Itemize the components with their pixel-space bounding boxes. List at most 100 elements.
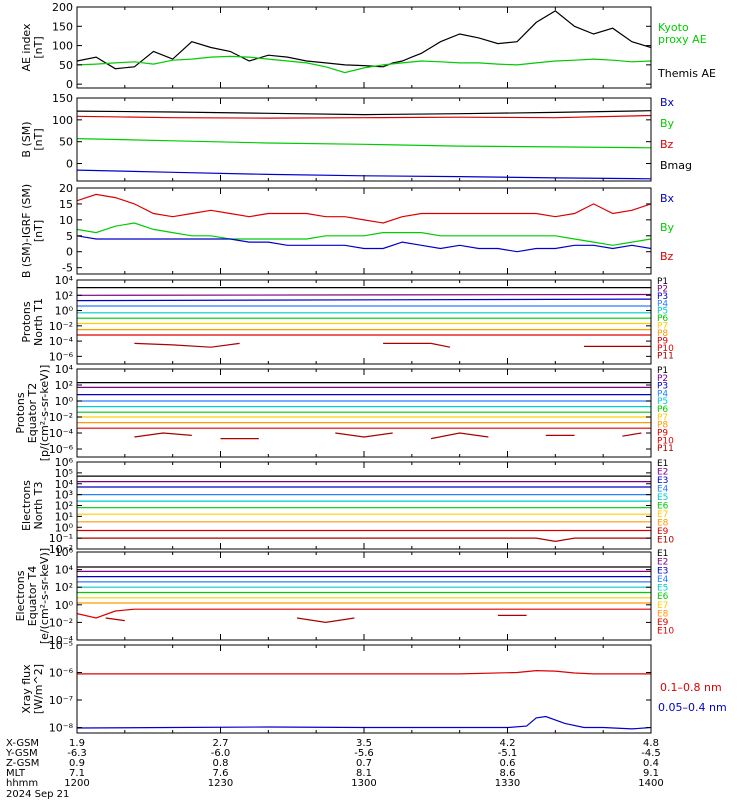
series-line-p10 bbox=[134, 342, 240, 348]
legend-entry: E10 bbox=[657, 536, 674, 546]
legend-entry: Bz bbox=[660, 138, 674, 151]
x-tick-label: 0.4 bbox=[643, 758, 659, 769]
series-line-p10 bbox=[383, 342, 451, 348]
panel-bsm: 0 50 100 150 B (SM) [nT] Bx By Bz Bmag bbox=[20, 92, 692, 182]
y-tick-label: 10⁶ bbox=[55, 456, 74, 469]
legend-entry: E6 bbox=[657, 502, 669, 512]
x-tick-label: 3.5 bbox=[356, 738, 372, 749]
y-axis-label: [W/m^2] bbox=[32, 664, 45, 714]
series-group bbox=[77, 287, 651, 348]
panel-ee: 10⁶ 10⁴ 10² 10⁰ 10⁻² 10⁻⁴ Electrons Equator T4[… bbox=[14, 546, 674, 647]
x-row-label: X-GSM bbox=[6, 738, 39, 749]
y-tick-label: -5 bbox=[62, 262, 73, 275]
panel-bdiff: -5 0 5 10 15 20 B (SM)-IGRF (SM) [nT] Bx By Bz bbox=[20, 182, 675, 278]
y-tick-label: 10⁴ bbox=[55, 363, 74, 376]
legend-entry: E7 bbox=[657, 601, 668, 611]
y-tick-label: 10⁰ bbox=[55, 521, 74, 534]
y-tick-label: 15 bbox=[59, 198, 73, 211]
y-axis-label: AE index bbox=[20, 23, 33, 72]
legend-entry: E5 bbox=[657, 493, 668, 503]
y-tick-label: 10² bbox=[55, 379, 73, 392]
legend-entry: Bx bbox=[660, 96, 675, 109]
panel-xray: 10⁻⁵ 10⁻⁶ 10⁻⁷ 10⁻⁸ Xray flux [W/m^2] 0.1–0.8 … bbox=[20, 639, 727, 735]
x-tick-label: 0.6 bbox=[500, 758, 516, 769]
x-tick-label: 1230 bbox=[208, 778, 233, 789]
panel-frame bbox=[76, 279, 652, 365]
y-axis-label: Electrons bbox=[20, 480, 33, 531]
y-axis-label: [nT] bbox=[32, 128, 45, 150]
x-tick-label: 0.7 bbox=[356, 758, 372, 769]
y-tick-label: 10⁴ bbox=[55, 564, 74, 577]
series-group bbox=[77, 110, 651, 180]
legend-entry: E3 bbox=[657, 476, 668, 486]
y-tick-label: 10⁰ bbox=[55, 305, 74, 318]
legend-entry: P5 bbox=[657, 397, 668, 407]
legend-entry: By bbox=[660, 117, 675, 130]
legend-entry: Bx bbox=[660, 192, 675, 205]
x-tick-label: 7.1 bbox=[69, 768, 85, 779]
y-axis-label: [nT] bbox=[32, 220, 45, 242]
y-axis-label: North T1 bbox=[32, 298, 45, 346]
x-row-label: MLT bbox=[6, 768, 26, 779]
series-line-bx bbox=[77, 235, 651, 253]
series-line-p10 bbox=[430, 432, 489, 440]
y-axis-label: Protons bbox=[14, 392, 27, 433]
y-tick-label: 10⁻⁴ bbox=[49, 634, 74, 647]
x-tick-label: -5.6 bbox=[354, 748, 374, 759]
series-group bbox=[77, 10, 651, 74]
legend-entry: P2 bbox=[657, 284, 668, 294]
y-tick-label: 10⁻⁴ bbox=[49, 427, 74, 440]
x-tick-label: 4.8 bbox=[643, 738, 659, 749]
y-tick-label: 10⁻⁷ bbox=[49, 694, 73, 707]
legend-entry: 0.1–0.8 nm bbox=[660, 681, 722, 694]
legend-entry: Themis AE bbox=[657, 67, 716, 80]
series-group bbox=[77, 669, 651, 730]
y-tick-label: 0 bbox=[66, 246, 73, 259]
y-axis-label: Equator T2 bbox=[26, 383, 39, 443]
y-tick-label: 10⁰ bbox=[55, 599, 74, 612]
legend-entry: Bmag bbox=[660, 159, 692, 172]
y-tick-label: 100 bbox=[52, 114, 73, 127]
date-label: 2024 Sep 21 bbox=[6, 789, 69, 800]
legend-entry: E4 bbox=[657, 575, 669, 585]
y-axis-label: Electrons bbox=[14, 570, 27, 621]
y-tick-label: 5 bbox=[66, 230, 73, 243]
legend-entry: P11 bbox=[657, 444, 674, 454]
legend-entry: P9 bbox=[657, 428, 668, 438]
series-line-0-05-0-4-nm bbox=[77, 715, 651, 730]
y-axis-label: B (SM) bbox=[20, 121, 33, 157]
x-tick-label: 1200 bbox=[64, 778, 89, 789]
legend-entry: E8 bbox=[657, 519, 669, 529]
series-line-by bbox=[77, 222, 651, 246]
y-tick-label: 10⁻² bbox=[49, 543, 73, 556]
series-line-p10 bbox=[622, 432, 642, 437]
series-group bbox=[77, 193, 651, 253]
legend-entry: P3 bbox=[657, 292, 668, 302]
panel-pn: 10⁴ 10² 10⁰ 10⁻² 10⁻⁴ 10⁻⁶ Protons North T1 P1P2… bbox=[20, 274, 674, 365]
legend-entry: P8 bbox=[657, 329, 668, 339]
y-axis-label: Protons bbox=[20, 301, 33, 342]
y-tick-label: 10⁻⁸ bbox=[49, 722, 74, 735]
y-tick-label: 10² bbox=[55, 289, 73, 302]
y-tick-label: 10³ bbox=[55, 489, 73, 502]
legend-entry: P1 bbox=[657, 366, 668, 376]
y-axis-label: B (SM)-IGRF (SM) bbox=[20, 184, 33, 278]
y-tick-label: 0 bbox=[66, 78, 73, 91]
y-tick-label: 10⁻⁶ bbox=[49, 443, 74, 456]
series-line-bmag bbox=[77, 110, 651, 116]
x-tick-label: -6.0 bbox=[211, 748, 231, 759]
legend-entry: E9 bbox=[657, 618, 669, 628]
series-group bbox=[77, 475, 651, 543]
x-tick-label: 1400 bbox=[638, 778, 663, 789]
series-line-bz bbox=[77, 114, 651, 119]
y-tick-label: 100 bbox=[52, 40, 73, 53]
x-tick-label: 4.2 bbox=[500, 738, 516, 749]
series-line-e9 bbox=[77, 608, 651, 619]
series-line-p3 bbox=[77, 298, 651, 302]
y-axis-label: Equator T4 bbox=[26, 566, 39, 626]
legend-entry: E8 bbox=[657, 609, 669, 619]
y-tick-label: 10⁻² bbox=[49, 616, 73, 629]
legend-entry: P7 bbox=[657, 413, 668, 423]
legend-entry: Kyoto bbox=[658, 21, 689, 34]
